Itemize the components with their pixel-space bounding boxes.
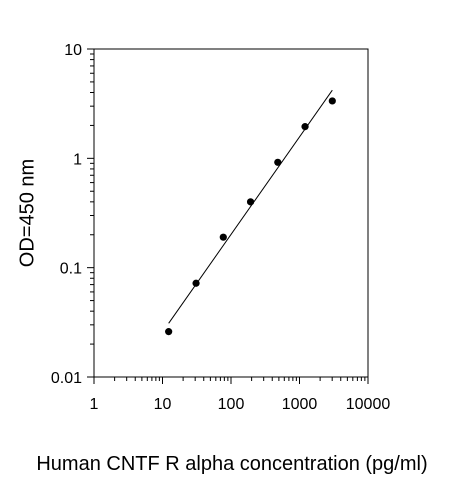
data-point (301, 123, 309, 131)
y-tick-label: 1 (73, 151, 82, 168)
y-tick-label: 0.1 (60, 261, 82, 278)
data-point (165, 328, 173, 336)
points-layer (165, 97, 336, 336)
y-tick-label: 0.01 (51, 370, 82, 387)
x-tick-label: 1 (90, 396, 99, 413)
data-point (219, 233, 227, 241)
data-point (274, 158, 282, 166)
x-tick-label: 1000 (282, 396, 318, 413)
x-axis-title: Human CNTF R alpha concentration (pg/ml) (36, 453, 427, 475)
axes-layer: 1 10 100 1000 10000 0.01 0.1 1 10 (51, 42, 390, 413)
x-tick-label: 10 (154, 396, 172, 413)
data-point (246, 198, 255, 206)
data-point (192, 279, 200, 287)
labels-layer: OD=450 nm Human CNTF R alpha concentrati… (16, 159, 427, 475)
x-tick-label: 100 (218, 396, 245, 413)
y-tick-label: 10 (64, 42, 82, 59)
data-point (328, 97, 336, 105)
y-axis-title: OD=450 nm (16, 159, 38, 267)
x-tick-label: 10000 (346, 396, 391, 413)
